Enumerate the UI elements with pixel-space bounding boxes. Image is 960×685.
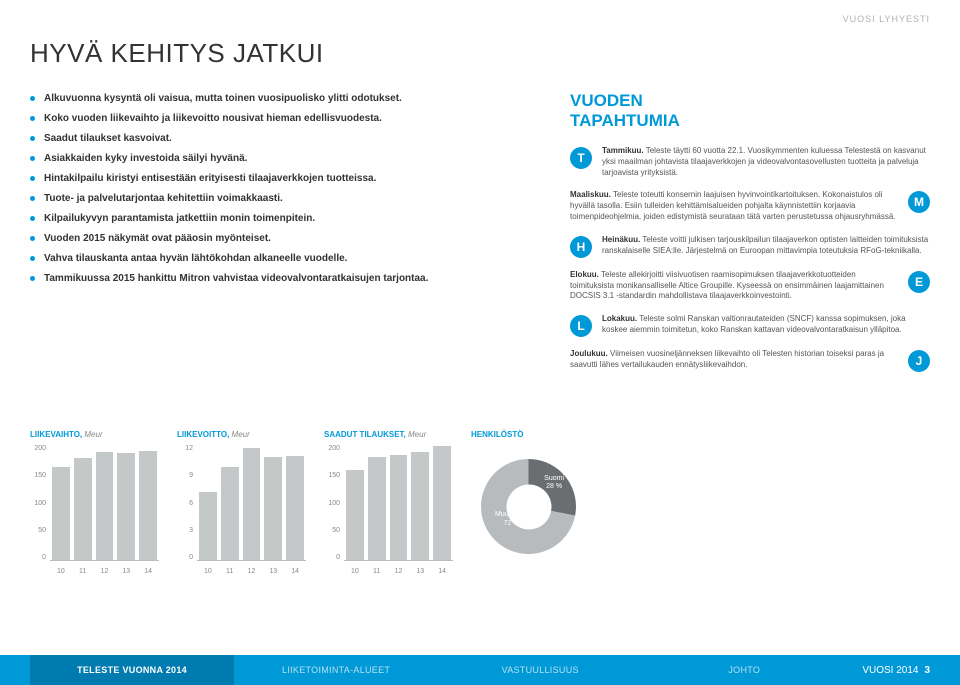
page-title: HYVÄ KEHITYS JATKUI — [30, 38, 930, 69]
bar — [74, 458, 92, 560]
event-badge: M — [908, 191, 930, 213]
bar — [346, 470, 364, 560]
event-row: T Tammikuu. Teleste täytti 60 vuotta 22.1… — [570, 146, 930, 178]
event-text: Lokakuu. Teleste solmi Ranskan valtionra… — [602, 314, 930, 337]
bar — [52, 467, 70, 560]
event-text: Tammikuu. Teleste täytti 60 vuotta 22.1.… — [602, 146, 930, 178]
event-row: H Heinäkuu. Teleste voitti julkisen tarjo… — [570, 235, 930, 258]
bar-chart: SAADUT TILAUKSET, Meur 200150100500 101112… — [324, 430, 453, 575]
event-text: Elokuu. Teleste allekirjoitti viisivuoti… — [570, 270, 898, 302]
bullet-item: Kilpailukyvyn parantamista jatkettiin mo… — [30, 211, 550, 226]
bar — [286, 456, 304, 560]
bullet-item: Koko vuoden liikevaihto ja liikevoitto n… — [30, 111, 550, 126]
bar — [411, 452, 429, 560]
event-text: Maaliskuu. Teleste toteutti konsernin la… — [570, 190, 898, 222]
chart-title: SAADUT TILAUKSET, Meur — [324, 430, 453, 439]
event-badge: J — [908, 350, 930, 372]
chart-title: HENKILÖSTÖ — [471, 430, 600, 439]
donut-label-muut: Muut maat72 % — [495, 511, 528, 528]
x-axis: 1011121314 — [197, 568, 306, 575]
bar-chart: LIIKEVOITTO, Meur 129630 1011121314 — [177, 430, 306, 575]
bar-chart: LIIKEVAIHTO, Meur 200150100500 1011121314 — [30, 430, 159, 575]
bar-area — [344, 449, 453, 561]
events-title: VUODENTAPAHTUMIA — [570, 91, 930, 130]
bar — [221, 467, 239, 560]
bullet-list: Alkuvuonna kysyntä oli vaisua, mutta toi… — [30, 91, 550, 384]
bullet-item: Saadut tilaukset kasvoivat. — [30, 131, 550, 146]
event-text: Joulukuu. Viimeisen vuosineljänneksen li… — [570, 349, 898, 372]
footer-tab[interactable]: VASTUULLISUUS — [438, 655, 642, 685]
bar — [117, 453, 135, 560]
section-label: VUOSI LYHYESTI — [843, 14, 930, 24]
bullet-item: Vuoden 2015 näkymät ovat pääosin myöntei… — [30, 231, 550, 246]
bar — [139, 451, 157, 560]
bar — [264, 457, 282, 560]
event-row: L Lokakuu. Teleste solmi Ranskan valtionr… — [570, 314, 930, 337]
bar-area — [50, 449, 159, 561]
chart-title: LIIKEVAIHTO, Meur — [30, 430, 159, 439]
event-badge: H — [570, 236, 592, 258]
footer-nav: TELESTE VUONNA 2014LIIKETOIMINTA-ALUEETV… — [0, 655, 960, 685]
event-row: Elokuu. Teleste allekirjoitti viisivuoti… — [570, 270, 930, 302]
bullet-item: Tuote- ja palvelutarjontaa kehitettiin v… — [30, 191, 550, 206]
footer-tab[interactable]: JOHTO — [642, 655, 846, 685]
donut-chart: HENKILÖSTÖ Suomi28 % Muut maat72 % — [471, 430, 600, 575]
footer-tab[interactable]: LIIKETOIMINTA-ALUEET — [234, 655, 438, 685]
bullet-item: Tammikuussa 2015 hankittu Mitron vahvist… — [30, 271, 550, 286]
bar — [199, 492, 217, 560]
y-axis: 129630 — [177, 445, 193, 561]
event-badge: E — [908, 271, 930, 293]
bar — [390, 455, 408, 560]
x-axis: 1011121314 — [50, 568, 159, 575]
bar — [433, 446, 451, 560]
footer-tab[interactable]: TELESTE VUONNA 2014 — [30, 655, 234, 685]
event-text: Heinäkuu. Teleste voitti julkisen tarjou… — [602, 235, 930, 258]
chart-title: LIIKEVOITTO, Meur — [177, 430, 306, 439]
footer-page-indicator: VUOSI 20143 — [846, 655, 930, 685]
bullet-item: Asiakkaiden kyky investoida säilyi hyvän… — [30, 151, 550, 166]
event-badge: L — [570, 315, 592, 337]
bar — [243, 448, 261, 560]
y-axis: 200150100500 — [30, 445, 46, 561]
y-axis: 200150100500 — [324, 445, 340, 561]
event-row: Joulukuu. Viimeisen vuosineljänneksen li… — [570, 349, 930, 372]
bullet-item: Vahva tilauskanta antaa hyvän lähtökohda… — [30, 251, 550, 266]
event-badge: T — [570, 147, 592, 169]
x-axis: 1011121314 — [344, 568, 453, 575]
bar — [96, 452, 114, 560]
bullet-item: Alkuvuonna kysyntä oli vaisua, mutta toi… — [30, 91, 550, 106]
bullet-item: Hintakilpailu kiristyi entisestään erity… — [30, 171, 550, 186]
event-row: Maaliskuu. Teleste toteutti konsernin la… — [570, 190, 930, 222]
bar — [368, 457, 386, 560]
bar-area — [197, 449, 306, 561]
donut-label-suomi: Suomi28 % — [544, 475, 564, 492]
